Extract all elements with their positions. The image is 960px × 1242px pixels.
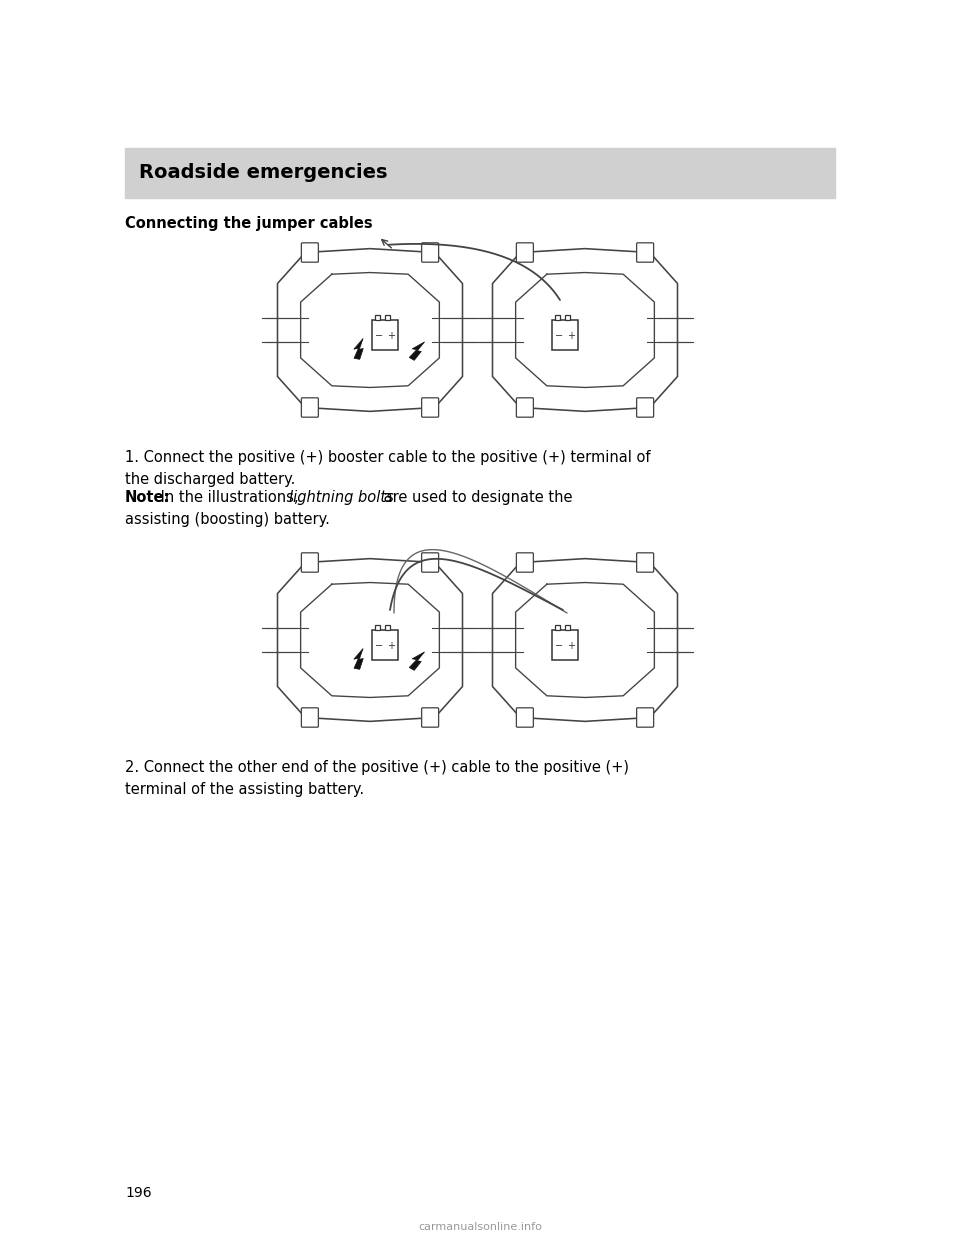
Polygon shape [354, 648, 363, 669]
Text: +: + [387, 641, 395, 651]
FancyBboxPatch shape [301, 243, 319, 262]
Text: Connecting the jumper cables: Connecting the jumper cables [125, 216, 372, 231]
Bar [555, 315, 560, 320]
Polygon shape [354, 338, 363, 359]
Text: −: − [375, 332, 383, 342]
FancyBboxPatch shape [421, 553, 439, 573]
FancyBboxPatch shape [636, 553, 654, 573]
Bar [372, 320, 398, 350]
Bar [552, 320, 578, 350]
Text: terminal of the assisting battery.: terminal of the assisting battery. [125, 782, 364, 797]
Text: In the illustrations,: In the illustrations, [156, 491, 303, 505]
Bar [125, 148, 835, 197]
FancyBboxPatch shape [421, 243, 439, 262]
FancyBboxPatch shape [516, 397, 534, 417]
Bar [555, 625, 560, 630]
Text: Note:: Note: [125, 491, 170, 505]
Text: Roadside emergencies: Roadside emergencies [139, 164, 388, 183]
Bar [565, 625, 570, 630]
FancyBboxPatch shape [301, 708, 319, 727]
Bar [552, 630, 578, 660]
FancyBboxPatch shape [301, 553, 319, 573]
FancyBboxPatch shape [516, 553, 534, 573]
Text: assisting (boosting) battery.: assisting (boosting) battery. [125, 512, 330, 527]
Polygon shape [409, 652, 424, 671]
Text: carmanualsonline.info: carmanualsonline.info [418, 1222, 542, 1232]
FancyBboxPatch shape [516, 708, 534, 727]
FancyBboxPatch shape [636, 708, 654, 727]
Bar [565, 315, 570, 320]
FancyBboxPatch shape [636, 397, 654, 417]
FancyBboxPatch shape [421, 708, 439, 727]
Text: −: − [375, 641, 383, 651]
FancyBboxPatch shape [421, 397, 439, 417]
Text: are used to designate the: are used to designate the [379, 491, 573, 505]
Bar [374, 625, 380, 630]
Text: −: − [555, 641, 564, 651]
Text: 196: 196 [125, 1186, 152, 1200]
Text: 2. Connect the other end of the positive (+) cable to the positive (+): 2. Connect the other end of the positive… [125, 760, 629, 775]
Polygon shape [409, 342, 424, 360]
Bar [385, 315, 390, 320]
FancyBboxPatch shape [636, 243, 654, 262]
FancyBboxPatch shape [516, 243, 534, 262]
Text: +: + [566, 332, 575, 342]
FancyBboxPatch shape [301, 397, 319, 417]
Bar [372, 630, 398, 660]
Text: +: + [566, 641, 575, 651]
Bar [374, 315, 380, 320]
Text: +: + [387, 332, 395, 342]
Bar [385, 625, 390, 630]
Text: −: − [555, 332, 564, 342]
Text: the discharged battery.: the discharged battery. [125, 472, 296, 487]
Text: 1. Connect the positive (+) booster cable to the positive (+) terminal of: 1. Connect the positive (+) booster cabl… [125, 450, 651, 465]
Text: lightning bolts: lightning bolts [289, 491, 395, 505]
